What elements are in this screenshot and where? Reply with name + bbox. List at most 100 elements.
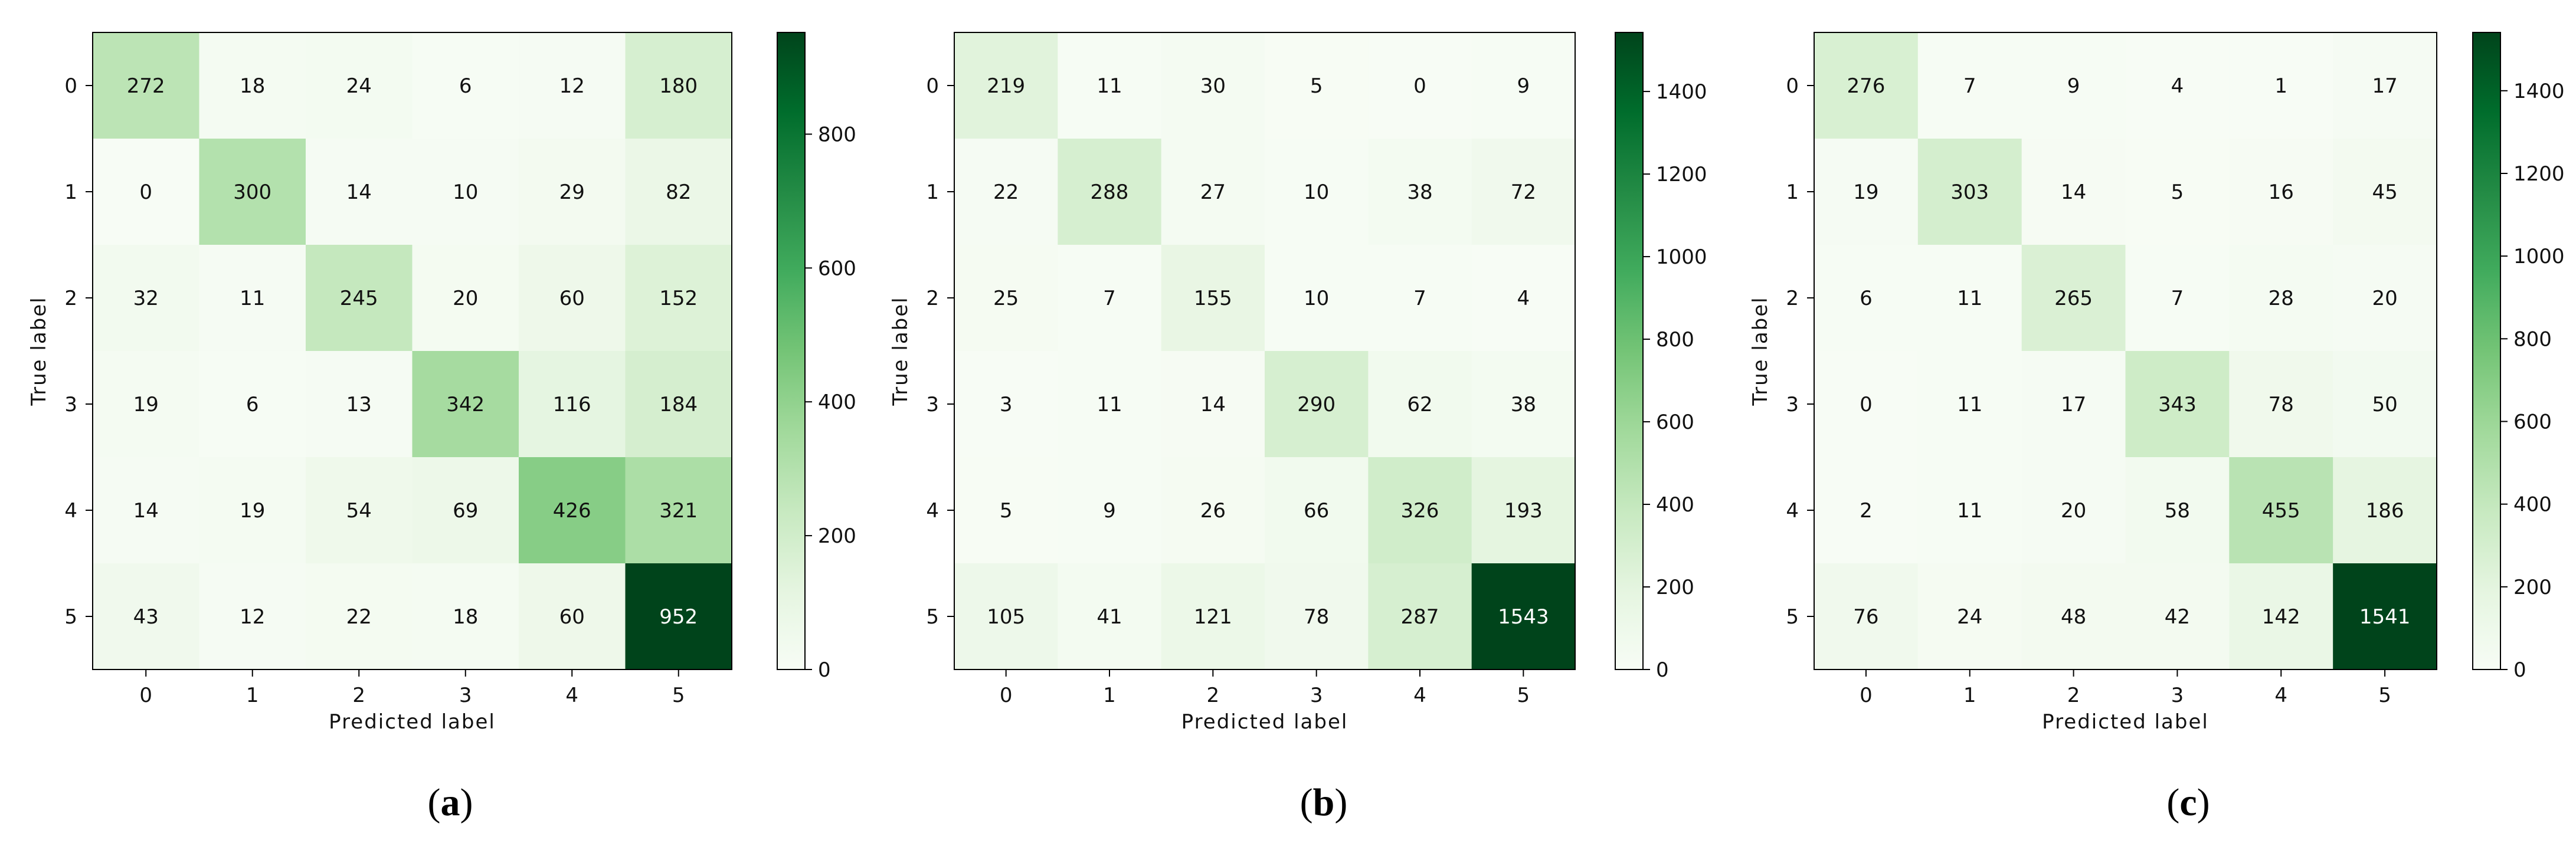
- heatmap-cell-r5-c0: [93, 563, 199, 670]
- x-tick-label: 5: [1517, 684, 1530, 707]
- cell-value-label: 3: [1000, 393, 1013, 416]
- cell-value-label: 20: [453, 287, 478, 310]
- y-tick-label: 1: [1786, 180, 1799, 204]
- y-tick-label: 5: [1786, 605, 1799, 629]
- heatmap-cell-r5-c4: [1368, 563, 1472, 670]
- colorbar-tick-label: 200: [2513, 576, 2552, 599]
- cell-value-label: 11: [1096, 74, 1122, 98]
- cell-value-label: 20: [2061, 499, 2086, 523]
- y-tick-label: 3: [1786, 393, 1799, 416]
- cell-value-label: 60: [559, 287, 585, 310]
- colorbar: [1615, 32, 1644, 670]
- heatmap-cell-r5-c2: [306, 563, 413, 670]
- cell-value-label: 22: [346, 605, 372, 629]
- plot-frame: [92, 32, 732, 670]
- heatmap-cell-r1-c0: [954, 139, 1058, 245]
- cell-value-label: 4: [2171, 74, 2184, 98]
- heatmap-cell-r5-c1: [1917, 563, 2022, 670]
- heatmap-cell-r4-c5: [1471, 457, 1576, 564]
- heatmap-cell-r3-c0: [954, 351, 1058, 458]
- cell-value-label: 1543: [1498, 605, 1549, 629]
- heatmap-cell-r0-c5: [625, 32, 732, 139]
- heatmap-cell-r5-c1: [1058, 563, 1162, 670]
- colorbar-tick-label: 400: [818, 390, 856, 414]
- cell-value-label: 12: [240, 605, 265, 629]
- x-tick-label: 0: [1000, 684, 1013, 707]
- heatmap-cell-r0-c2: [306, 32, 413, 139]
- plot-frame: [954, 32, 1576, 670]
- heatmap-cell-r5-c1: [199, 563, 306, 670]
- cell-value-label: 9: [1103, 499, 1116, 523]
- cell-value-label: 78: [2269, 393, 2294, 416]
- cell-value-label: 7: [1963, 74, 1976, 98]
- y-tick-label: 5: [64, 605, 77, 629]
- heatmap-cell-r5-c5: [2333, 563, 2437, 670]
- colorbar-tick-label: 0: [818, 658, 831, 682]
- cell-value-label: 180: [659, 74, 698, 98]
- heatmap-cell-r4-c1: [199, 457, 306, 564]
- cell-value-label: 342: [446, 393, 485, 416]
- colorbar-tick-label: 400: [1656, 493, 1694, 517]
- cell-value-label: 219: [987, 74, 1025, 98]
- caption-letter: c: [2179, 781, 2197, 824]
- cell-value-label: 6: [1860, 287, 1873, 310]
- cell-value-label: 66: [1304, 499, 1329, 523]
- cell-value-label: 11: [1096, 393, 1122, 416]
- cell-value-label: 121: [1194, 605, 1232, 629]
- x-tick-label: 2: [352, 684, 365, 707]
- y-tick-label: 3: [64, 393, 77, 416]
- heatmap-cell-r0-c3: [412, 32, 519, 139]
- cell-value-label: 7: [2171, 287, 2184, 310]
- cell-value-label: 155: [1194, 287, 1232, 310]
- cell-value-label: 30: [1200, 74, 1226, 98]
- cell-value-label: 952: [659, 605, 698, 629]
- cell-value-label: 13: [346, 393, 372, 416]
- caption-paren-open: (: [428, 781, 441, 824]
- heatmap-cell-r0-c0: [954, 32, 1058, 139]
- cell-value-label: 18: [240, 74, 265, 98]
- cell-value-label: 5: [2171, 180, 2184, 204]
- x-tick-label: 4: [1413, 684, 1426, 707]
- heatmap-cell-r3-c2: [2021, 351, 2126, 458]
- cell-value-label: 11: [1957, 287, 1982, 310]
- heatmap-cell-r2-c5: [1471, 245, 1576, 352]
- heatmap-cell-r3-c1: [1058, 351, 1162, 458]
- heatmap-cell-r0-c3: [1265, 32, 1369, 139]
- cell-value-label: 105: [987, 605, 1025, 629]
- cell-value-label: 290: [1297, 393, 1336, 416]
- cell-value-label: 193: [1504, 499, 1543, 523]
- y-tick-label: 4: [926, 499, 939, 523]
- cell-value-label: 6: [246, 393, 259, 416]
- x-tick-label: 3: [2171, 684, 2184, 707]
- heatmap-cell-r2-c2: [1161, 245, 1265, 352]
- heatmap-cell-r2-c4: [2229, 245, 2333, 352]
- heatmap-cell-r4-c4: [1368, 457, 1472, 564]
- heatmap-cell-r4-c3: [412, 457, 519, 564]
- heatmap-cell-r1-c4: [2229, 139, 2333, 245]
- cell-value-label: 69: [453, 499, 478, 523]
- colorbar-tick-label: 200: [818, 524, 856, 548]
- heatmap-cell-r2-c3: [1265, 245, 1369, 352]
- heatmap-cell-r4-c0: [93, 457, 199, 564]
- cell-value-label: 9: [2067, 74, 2080, 98]
- cell-value-label: 14: [2061, 180, 2086, 204]
- caption-paren-close: ): [460, 781, 473, 824]
- heatmap-cell-r4-c3: [2125, 457, 2230, 564]
- heatmap-cell-r0-c0: [93, 32, 199, 139]
- cell-value-label: 11: [1957, 499, 1982, 523]
- y-axis-label: True label: [889, 296, 912, 406]
- cell-value-label: 426: [553, 499, 591, 523]
- cell-value-label: 19: [1853, 180, 1878, 204]
- colorbar-tick-label: 1200: [2513, 162, 2565, 186]
- caption-paren-open: (: [1300, 781, 1313, 824]
- heatmap-cell-r4-c1: [1058, 457, 1162, 564]
- cell-value-label: 48: [2061, 605, 2086, 629]
- cell-value-label: 42: [2165, 605, 2190, 629]
- heatmap-cell-r2-c0: [93, 245, 199, 352]
- cell-value-label: 76: [1853, 605, 1878, 629]
- cell-value-label: 0: [1413, 74, 1426, 98]
- heatmap-cell-r0-c5: [1471, 32, 1576, 139]
- cell-value-label: 58: [2165, 499, 2190, 523]
- cell-value-label: 276: [1847, 74, 1885, 98]
